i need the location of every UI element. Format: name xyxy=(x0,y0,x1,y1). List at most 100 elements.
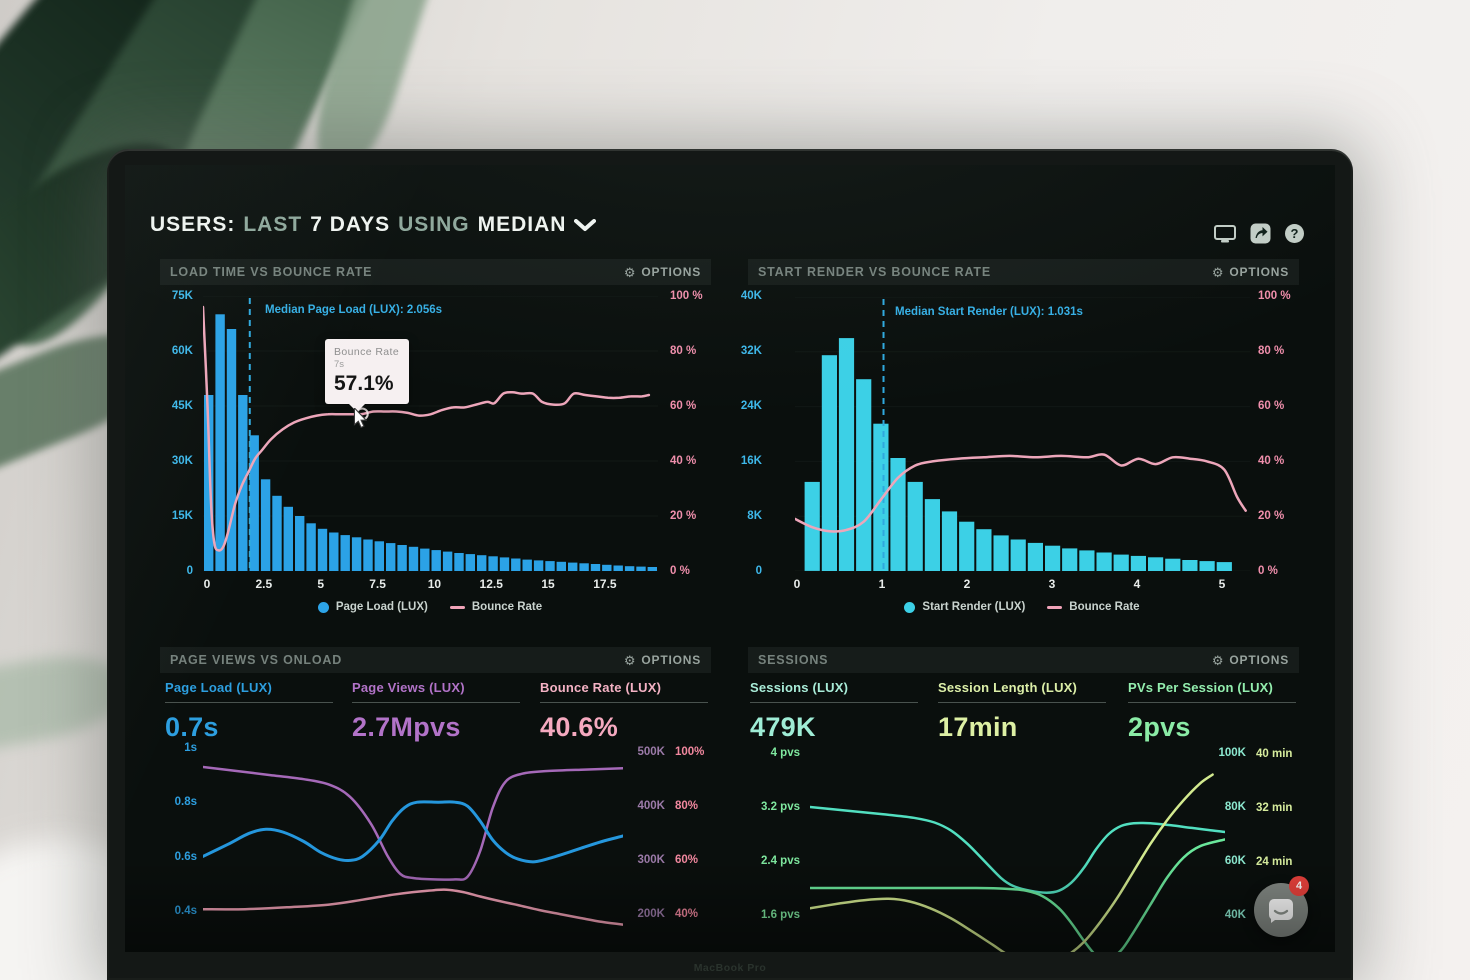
metric-value: 0.7s xyxy=(165,712,219,742)
legend-label: Bounce Rate xyxy=(471,601,543,613)
legend-label: Start Render (LUX) xyxy=(922,601,1026,613)
axis-tick-label: 1 xyxy=(878,577,886,591)
axis-tick-label: 32K xyxy=(740,345,762,357)
panel-title: PAGE VIEWS VS ONLOAD xyxy=(170,653,343,667)
axis-tick-label: 200K xyxy=(637,908,666,920)
options-label: OPTIONS xyxy=(641,265,701,279)
median-annotation: Median Page Load (LUX): 2.056s xyxy=(265,304,443,316)
laptop: USERS: LAST 7 DAYS USING MEDIAN ? xyxy=(107,149,1353,980)
axis-tick-label: 60% xyxy=(675,854,699,866)
axis-tick-label: 40% xyxy=(675,908,699,920)
axis-tick-label: 60 % xyxy=(670,400,697,412)
metric-value: 479K xyxy=(750,712,816,742)
axis-tick-label: 4 pvs xyxy=(770,747,800,759)
start-render-chart[interactable] xyxy=(795,297,1250,571)
axis-tick-label: 60 % xyxy=(1258,400,1285,412)
axis-tick-label: 40 % xyxy=(1258,455,1285,467)
legend-dot-icon xyxy=(904,601,916,613)
y-axis-left-page-views: 1s 0.8s 0.6s 0.4s xyxy=(153,741,197,918)
axis-tick-label: 0.4s xyxy=(174,904,197,917)
metric-underline xyxy=(540,702,708,703)
axis-tick-label: 80K xyxy=(1224,801,1246,813)
axis-tick-label: 1.6 pvs xyxy=(761,909,800,921)
title-users: USERS: xyxy=(150,213,236,236)
legend-label: Page Load (LUX) xyxy=(335,601,428,613)
load-time-chart[interactable] xyxy=(203,296,658,571)
axis-tick-label: 8K xyxy=(747,510,762,522)
metric-underline xyxy=(165,702,333,703)
options-button-start-render[interactable]: ⚙ OPTIONS xyxy=(1212,265,1289,279)
laptop-brand-label: MacBook Pro xyxy=(693,962,767,974)
help-icon[interactable]: ? xyxy=(1284,223,1305,244)
chat-unread-badge: 4 xyxy=(1289,876,1309,896)
metric-value: 2pvs xyxy=(1128,712,1191,742)
axis-tick-label: 0 xyxy=(186,565,193,577)
metric-bounce-rate: Bounce Rate (LUX) 40.6% xyxy=(540,680,708,743)
axis-tick-label: 1s xyxy=(184,742,197,754)
axis-tick-label: 0 xyxy=(755,565,762,577)
metric-underline xyxy=(1128,702,1296,703)
metric-page-load: Page Load (LUX) 0.7s xyxy=(165,680,333,743)
title-7days: 7 DAYS xyxy=(310,213,391,236)
panel-title: START RENDER VS BOUNCE RATE xyxy=(758,265,991,279)
y-axis-left-start-render: 40K 32K 24K 16K 8K 0 xyxy=(717,289,762,578)
sessions-chart[interactable] xyxy=(810,735,1225,952)
metric-value: 40.6% xyxy=(540,712,619,742)
axis-tick-label: 60K xyxy=(171,345,193,357)
axis-tick-label: 300K xyxy=(637,854,666,866)
y-axis-right-views: 500K 400K 300K 200K xyxy=(623,745,666,921)
metric-label: Page Views (LUX) xyxy=(352,680,465,695)
share-icon[interactable] xyxy=(1250,223,1271,244)
metric-underline xyxy=(352,702,520,703)
page-views-chart[interactable] xyxy=(203,735,623,952)
axis-tick-label: 5 xyxy=(1218,577,1226,591)
panel-header-load-time: LOAD TIME VS BOUNCE RATE ⚙ OPTIONS xyxy=(160,259,711,285)
metric-pvs-per-session: PVs Per Session (LUX) 2pvs xyxy=(1128,680,1296,743)
axis-tick-label: 80 % xyxy=(670,345,697,357)
gear-icon: ⚙ xyxy=(623,264,637,280)
title-using: USING xyxy=(398,213,470,236)
axis-tick-label: 40K xyxy=(1224,909,1246,921)
axis-tick-label: 2.4 pvs xyxy=(761,855,800,867)
metric-sessions: Sessions (LUX) 479K xyxy=(750,680,918,743)
axis-tick-label: 40 % xyxy=(670,455,697,467)
metric-page-views: Page Views (LUX) 2.7Mpvs xyxy=(352,680,520,743)
tooltip-value: 57.1% xyxy=(334,372,394,395)
options-label: OPTIONS xyxy=(1229,265,1289,279)
axis-tick-label: 30K xyxy=(171,455,193,467)
metric-session-length: Session Length (LUX) 17min xyxy=(938,680,1106,743)
dashboard-screen: USERS: LAST 7 DAYS USING MEDIAN ? xyxy=(125,165,1335,952)
users-range-selector[interactable]: USERS: LAST 7 DAYS USING MEDIAN xyxy=(150,213,597,237)
gear-icon: ⚙ xyxy=(623,652,637,668)
axis-tick-label: 0 xyxy=(203,577,211,591)
metric-label: Bounce Rate (LUX) xyxy=(540,680,662,695)
axis-tick-label: 24K xyxy=(740,400,762,412)
options-button-sessions[interactable]: ⚙ OPTIONS xyxy=(1212,653,1289,667)
y-axis-right-bounce: 100% 80% 60% 40% xyxy=(675,745,719,921)
axis-tick-label: 45K xyxy=(171,400,193,412)
panel-title: SESSIONS xyxy=(758,653,829,667)
axis-tick-label: 20 % xyxy=(1258,510,1285,522)
axis-tick-label: 0 % xyxy=(1258,565,1278,577)
axis-tick-label: 0 % xyxy=(670,565,690,577)
axis-tick-label: 5 xyxy=(317,577,325,591)
x-axis-load-time: 0 2.5 5 7.5 10 12.5 15 17.5 xyxy=(190,577,622,591)
tooltip-x-value: 7s xyxy=(334,359,345,370)
options-button-load-time[interactable]: ⚙ OPTIONS xyxy=(624,265,701,279)
axis-tick-label: 75K xyxy=(171,290,193,302)
legend-line-icon xyxy=(449,605,465,609)
axis-tick-label: 0 xyxy=(793,577,801,591)
legend-dot-icon xyxy=(317,601,329,613)
axis-tick-label: 100 % xyxy=(1258,290,1291,302)
svg-text:?: ? xyxy=(1291,226,1299,241)
axis-tick-label: 100K xyxy=(1218,747,1247,759)
monitor-icon[interactable] xyxy=(1213,224,1237,244)
axis-tick-label: 3.2 pvs xyxy=(761,801,800,813)
metric-label: Page Load (LUX) xyxy=(165,680,273,695)
panel-title: LOAD TIME VS BOUNCE RATE xyxy=(170,265,373,279)
axis-tick-label: 40 min xyxy=(1256,748,1293,760)
metric-value: 17min xyxy=(938,712,1018,742)
options-button-page-views[interactable]: ⚙ OPTIONS xyxy=(624,653,701,667)
hover-tooltip: Bounce Rate 7s 57.1% xyxy=(325,339,409,412)
panel-header-page-views: PAGE VIEWS VS ONLOAD ⚙ OPTIONS xyxy=(160,647,711,673)
